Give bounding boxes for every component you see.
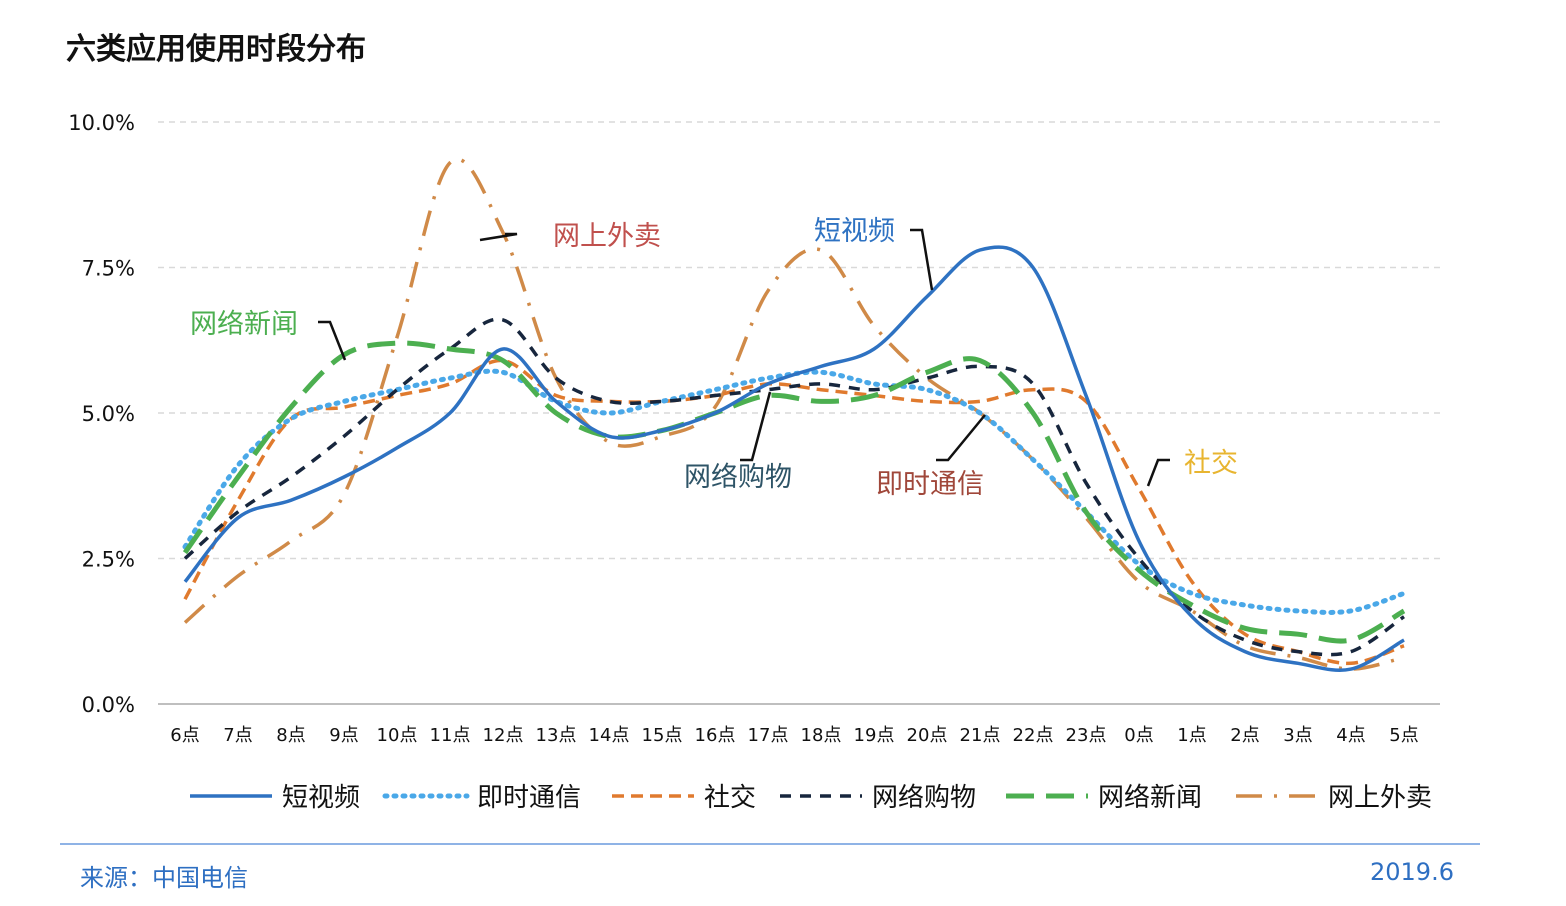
y-tick-label: 5.0% <box>82 402 135 426</box>
series-line-4 <box>183 317 1405 657</box>
chart-title: 六类应用使用时段分布 <box>66 32 366 67</box>
series-line-2 <box>182 368 1407 615</box>
series-line-6 <box>183 157 1405 671</box>
x-tick-label: 2点 <box>1230 725 1259 746</box>
x-tick-label: 20点 <box>907 725 948 746</box>
annotation-leader <box>318 320 347 361</box>
annotation-leader <box>936 414 986 462</box>
annotation-label: 网络购物 <box>684 462 792 493</box>
x-tick-label: 10点 <box>377 725 418 746</box>
series-line-1 <box>183 245 1405 672</box>
x-tick-label: 15点 <box>642 725 683 746</box>
date-text: 2019.6 <box>1370 858 1454 886</box>
x-tick-label: 1点 <box>1177 725 1206 746</box>
x-tick-label: 17点 <box>748 725 789 746</box>
source-text: 来源：中国电信 <box>80 864 248 892</box>
x-tick-label: 11点 <box>430 725 471 746</box>
annotation-leader <box>1146 458 1170 487</box>
x-tick-label: 22点 <box>1013 725 1054 746</box>
x-tick-label: 6点 <box>170 725 199 746</box>
annotation-leader <box>479 232 518 242</box>
x-tick-label: 4点 <box>1336 725 1365 746</box>
annotation-label: 网络新闻 <box>190 309 298 340</box>
x-tick-label: 8点 <box>276 725 305 746</box>
series-line-5 <box>182 340 1406 644</box>
legend-label: 即时通信 <box>477 783 581 813</box>
line-chart: 0.0% 2.5% 5.0% 7.5% 10.0% 6点 7点 8点 9点 10点 11点 12点 1… <box>68 111 1440 813</box>
annotation-label: 网上外卖 <box>553 221 661 252</box>
x-tick-label: 19点 <box>854 725 895 746</box>
x-tick-label: 12点 <box>483 725 524 746</box>
x-tick-label: 7点 <box>223 725 252 746</box>
x-tick-label: 5点 <box>1389 725 1418 746</box>
legend-label: 网上外卖 <box>1328 783 1432 813</box>
y-tick-label: 0.0% <box>82 693 135 717</box>
y-tick-label: 7.5% <box>82 257 135 281</box>
x-tick-label: 13点 <box>536 725 577 746</box>
y-tick-label: 10.0% <box>68 111 135 135</box>
x-tick-label: 9点 <box>329 725 358 746</box>
legend-label: 网络新闻 <box>1098 783 1202 813</box>
footer-divider <box>60 843 1480 845</box>
legend-label: 社交 <box>704 783 756 813</box>
x-tick-label: 18点 <box>801 725 842 746</box>
x-tick-label: 21点 <box>960 725 1001 746</box>
annotation-label: 社交 <box>1184 448 1238 479</box>
legend-label: 短视频 <box>282 783 360 813</box>
annotation-leader <box>740 391 772 462</box>
x-tick-label: 3点 <box>1283 725 1312 746</box>
x-tick-label: 16点 <box>695 725 736 746</box>
annotation-leader <box>910 228 934 291</box>
y-tick-label: 2.5% <box>82 548 135 572</box>
x-tick-label: 23点 <box>1066 725 1107 746</box>
series-line-3 <box>183 358 1405 666</box>
x-tick-label: 14点 <box>589 725 630 746</box>
annotation-label: 短视频 <box>814 216 895 247</box>
annotation-label: 即时通信 <box>876 469 984 500</box>
legend-label: 网络购物 <box>872 783 976 813</box>
x-tick-label: 0点 <box>1124 725 1153 746</box>
